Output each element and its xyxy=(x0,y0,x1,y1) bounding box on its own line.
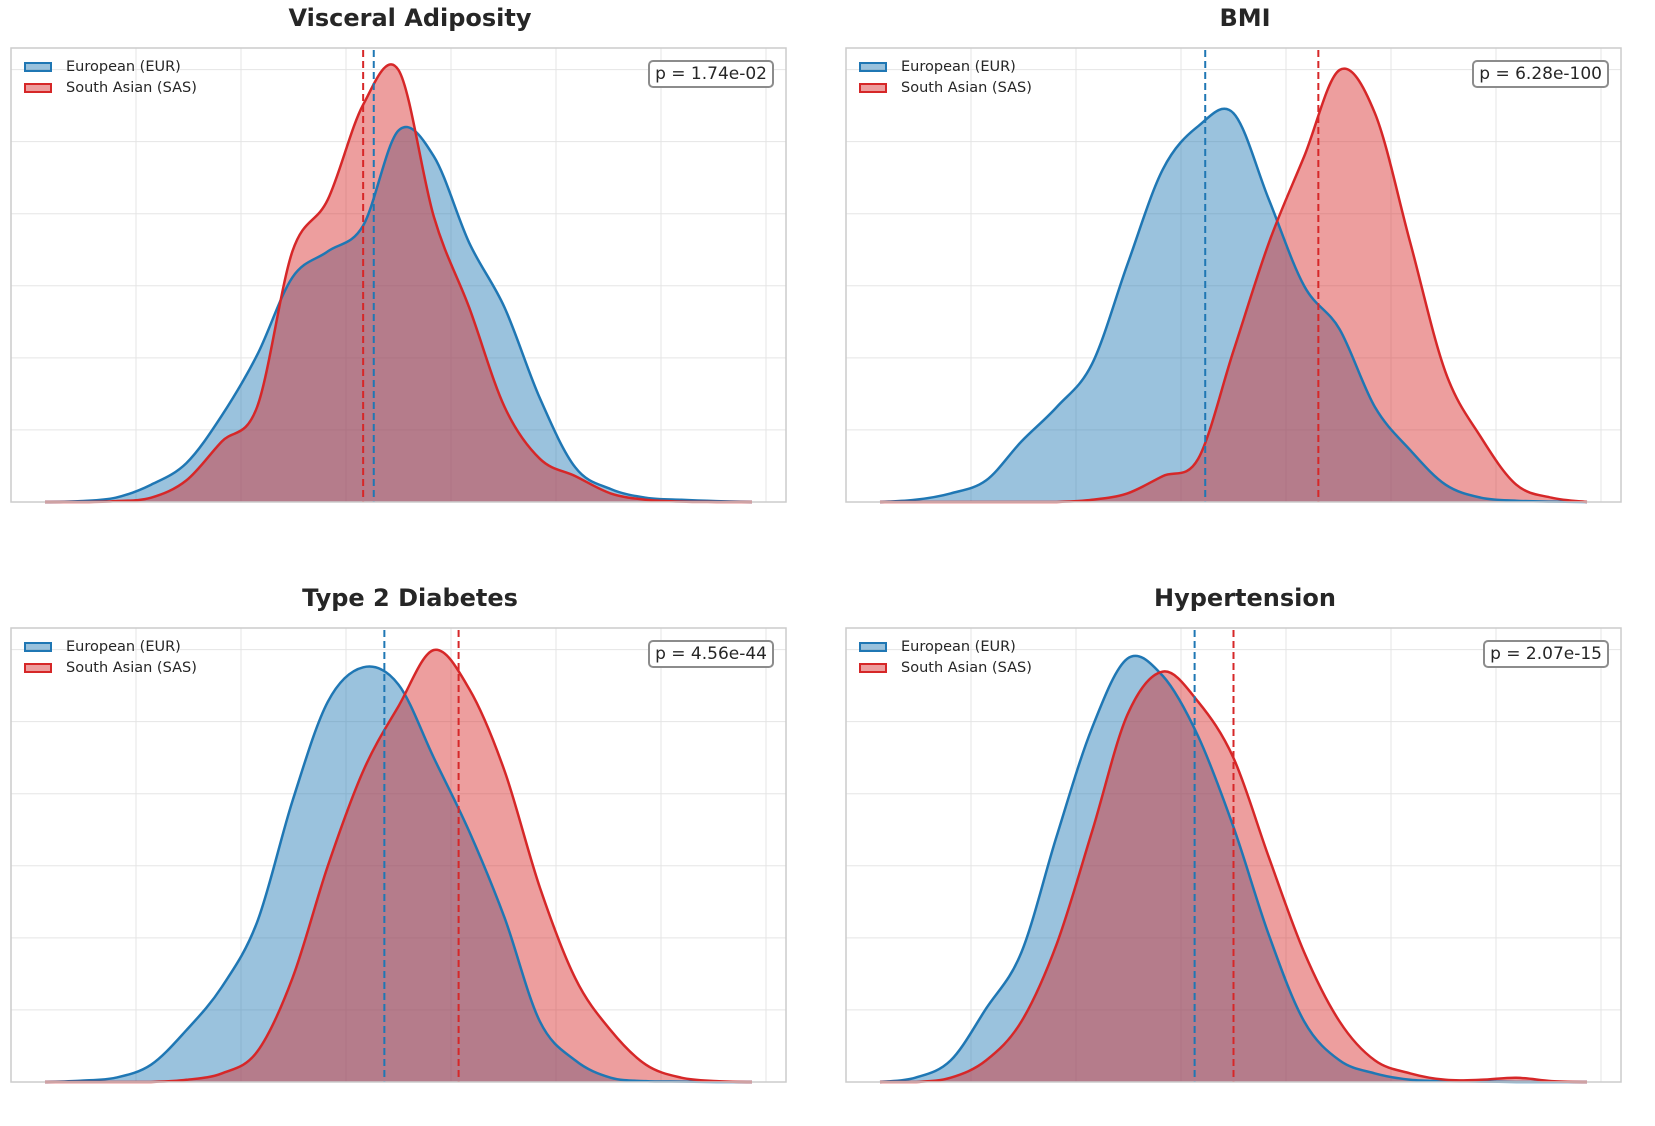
legend: European (EUR) South Asian (SAS) xyxy=(859,636,1032,678)
legend-item-eur: European (EUR) xyxy=(24,56,197,77)
legend-label-eur: European (EUR) xyxy=(66,58,181,75)
chart-bmi: BMI European (EUR) South Asian (SAS) p =… xyxy=(835,0,1655,546)
p-value-annotation: p = 6.28e-100 xyxy=(1472,60,1609,88)
axes-frame xyxy=(845,627,1622,1083)
legend: European (EUR) South Asian (SAS) xyxy=(859,56,1032,98)
density-area-eur xyxy=(45,666,752,1082)
gridlines xyxy=(11,48,786,502)
legend-swatch-sas xyxy=(859,662,887,673)
legend-swatch-eur xyxy=(859,641,887,652)
legend-label-sas: South Asian (SAS) xyxy=(66,659,197,676)
legend: European (EUR) South Asian (SAS) xyxy=(24,636,197,678)
plot-area xyxy=(845,627,1622,1084)
legend-item-sas: South Asian (SAS) xyxy=(24,77,197,98)
plot-area xyxy=(10,47,787,504)
legend-swatch-sas xyxy=(859,82,887,93)
density-area-eur xyxy=(880,108,1587,502)
legend-label-eur: European (EUR) xyxy=(901,58,1016,75)
p-value-annotation: p = 2.07e-15 xyxy=(1483,640,1609,668)
chart-visceral-adiposity: Visceral Adiposity European (EUR) South … xyxy=(0,0,820,546)
legend-swatch-eur xyxy=(24,641,52,652)
legend-label-sas: South Asian (SAS) xyxy=(901,79,1032,96)
legend-swatch-eur xyxy=(859,61,887,72)
axes-frame xyxy=(845,47,1622,503)
axes-frame xyxy=(10,627,787,1083)
gridlines xyxy=(846,48,1621,502)
chart-title: Hypertension xyxy=(1154,584,1336,612)
density-line-sas xyxy=(880,670,1588,1084)
legend-item-eur: European (EUR) xyxy=(859,56,1032,77)
legend-item-sas: South Asian (SAS) xyxy=(859,657,1032,678)
legend-item-eur: European (EUR) xyxy=(859,636,1032,657)
legend-label-eur: European (EUR) xyxy=(66,638,181,655)
chart-title: BMI xyxy=(1219,4,1271,32)
legend-label-sas: South Asian (SAS) xyxy=(66,79,197,96)
legend-swatch-eur xyxy=(24,61,52,72)
legend-label-sas: South Asian (SAS) xyxy=(901,659,1032,676)
density-line-eur xyxy=(44,125,753,504)
legend: European (EUR) South Asian (SAS) xyxy=(24,56,197,98)
density-area-sas xyxy=(45,649,752,1082)
density-area-eur xyxy=(45,126,752,502)
density-area-sas xyxy=(880,68,1587,503)
density-area-sas xyxy=(45,64,752,502)
density-line-eur xyxy=(879,107,1588,504)
density-line-eur xyxy=(44,665,752,1084)
legend-label-eur: European (EUR) xyxy=(901,638,1016,655)
p-value-annotation: p = 4.56e-44 xyxy=(648,640,774,668)
p-value-annotation: p = 1.74e-02 xyxy=(648,60,774,88)
density-area-eur xyxy=(880,655,1587,1082)
density-line-sas xyxy=(45,648,753,1084)
plot-area xyxy=(845,47,1622,504)
axes-frame xyxy=(10,47,787,503)
legend-swatch-sas xyxy=(24,82,52,93)
legend-item-eur: European (EUR) xyxy=(24,636,197,657)
chart-type-2-diabetes: Type 2 Diabetes European (EUR) South Asi… xyxy=(0,580,820,1126)
density-line-sas xyxy=(45,63,752,504)
legend-swatch-sas xyxy=(24,662,52,673)
plot-area xyxy=(10,627,787,1084)
legend-item-sas: South Asian (SAS) xyxy=(859,77,1032,98)
chart-title: Visceral Adiposity xyxy=(288,4,532,32)
chart-hypertension: Hypertension European (EUR) South Asian … xyxy=(835,580,1655,1126)
gridlines xyxy=(11,628,786,1082)
legend-item-sas: South Asian (SAS) xyxy=(24,657,197,678)
chart-title: Type 2 Diabetes xyxy=(302,584,518,612)
